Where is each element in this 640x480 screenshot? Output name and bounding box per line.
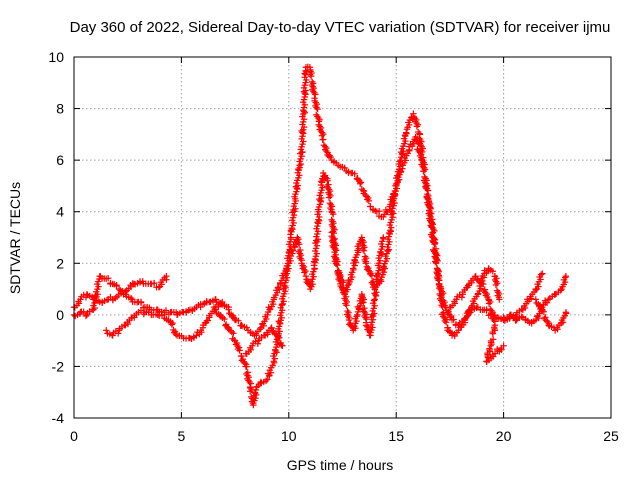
series-trace-f: [242, 324, 286, 357]
series-trace-e: [225, 110, 546, 339]
x-axis-label: GPS time / hours: [287, 457, 394, 473]
series-trace-d: [212, 63, 503, 409]
grid: [74, 57, 611, 418]
y-tick-label: 6: [56, 152, 64, 168]
x-tick-label: 20: [496, 428, 512, 444]
series-trace-g: [328, 229, 387, 339]
y-axis-label: SDTVAR / TECUs: [7, 182, 23, 294]
y-tick-label: 2: [56, 255, 64, 271]
x-tick-label: 25: [603, 428, 619, 444]
x-tick-label: 5: [178, 428, 186, 444]
x-tick-label: 15: [388, 428, 404, 444]
x-tick-labels: 0 5 10 15 20 25: [70, 428, 619, 444]
y-tick-label: 0: [56, 307, 64, 323]
y-tick-label: -4: [52, 410, 65, 426]
y-tick-label: 4: [56, 204, 64, 220]
series-trace-c: [103, 298, 232, 342]
x-tick-label: 0: [70, 428, 78, 444]
series-trace-b: [70, 272, 226, 320]
y-tick-labels: -4 -2 0 2 4 6 8 10: [48, 49, 64, 426]
chart-title: Day 360 of 2022, Sidereal Day-to-day VTE…: [70, 19, 611, 36]
data-marks: [70, 63, 570, 409]
series-trace-j: [532, 296, 570, 334]
series-trace-i: [500, 272, 570, 327]
series-trace-h: [446, 272, 507, 365]
series-trace-a: [70, 272, 170, 311]
y-tick-label: 10: [48, 49, 64, 65]
y-tick-label: -2: [52, 358, 65, 374]
x-tick-label: 10: [281, 428, 297, 444]
axis-ticks: [73, 56, 612, 419]
plot-frame: [73, 56, 612, 419]
y-tick-label: 8: [56, 101, 64, 117]
